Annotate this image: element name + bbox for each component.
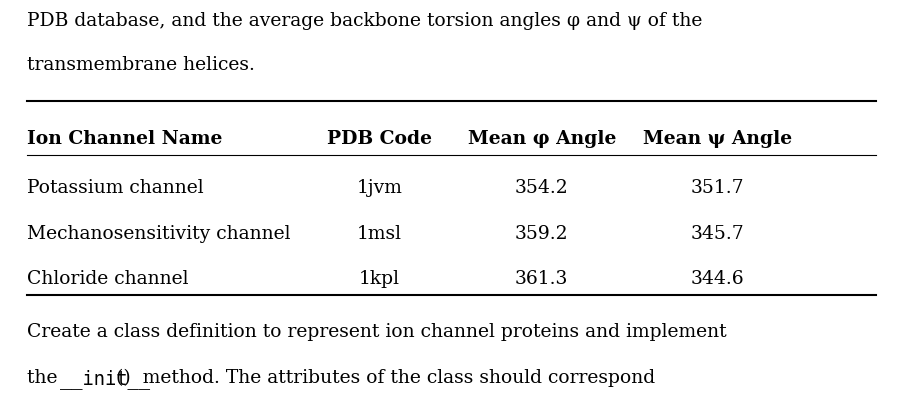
- Text: PDB database, and the average backbone torsion angles φ and ψ of the: PDB database, and the average backbone t…: [27, 12, 702, 30]
- Text: Ion Channel Name: Ion Channel Name: [27, 130, 222, 148]
- Text: __init__: __init__: [60, 369, 150, 389]
- Text: 345.7: 345.7: [690, 225, 744, 243]
- Text: 1msl: 1msl: [356, 225, 401, 243]
- Text: 361.3: 361.3: [514, 270, 568, 288]
- Text: Chloride channel: Chloride channel: [27, 270, 189, 288]
- Text: Create a class definition to represent ion channel proteins and implement: Create a class definition to represent i…: [27, 323, 726, 342]
- Text: 1jvm: 1jvm: [356, 179, 401, 197]
- Text: the: the: [27, 369, 69, 387]
- Text: PDB Code: PDB Code: [327, 130, 431, 148]
- Text: Mean φ Angle: Mean φ Angle: [467, 130, 615, 148]
- Text: 344.6: 344.6: [690, 270, 744, 288]
- Text: Potassium channel: Potassium channel: [27, 179, 204, 197]
- Text: Mean ψ Angle: Mean ψ Angle: [642, 130, 792, 148]
- Text: 351.7: 351.7: [690, 179, 744, 197]
- Text: Mechanosensitivity channel: Mechanosensitivity channel: [27, 225, 290, 243]
- Text: transmembrane helices.: transmembrane helices.: [27, 56, 254, 74]
- Text: 354.2: 354.2: [514, 179, 568, 197]
- Text: 359.2: 359.2: [514, 225, 568, 243]
- Text: ()  method. The attributes of the class should correspond: () method. The attributes of the class s…: [115, 369, 654, 387]
- Text: 1kpl: 1kpl: [358, 270, 400, 288]
